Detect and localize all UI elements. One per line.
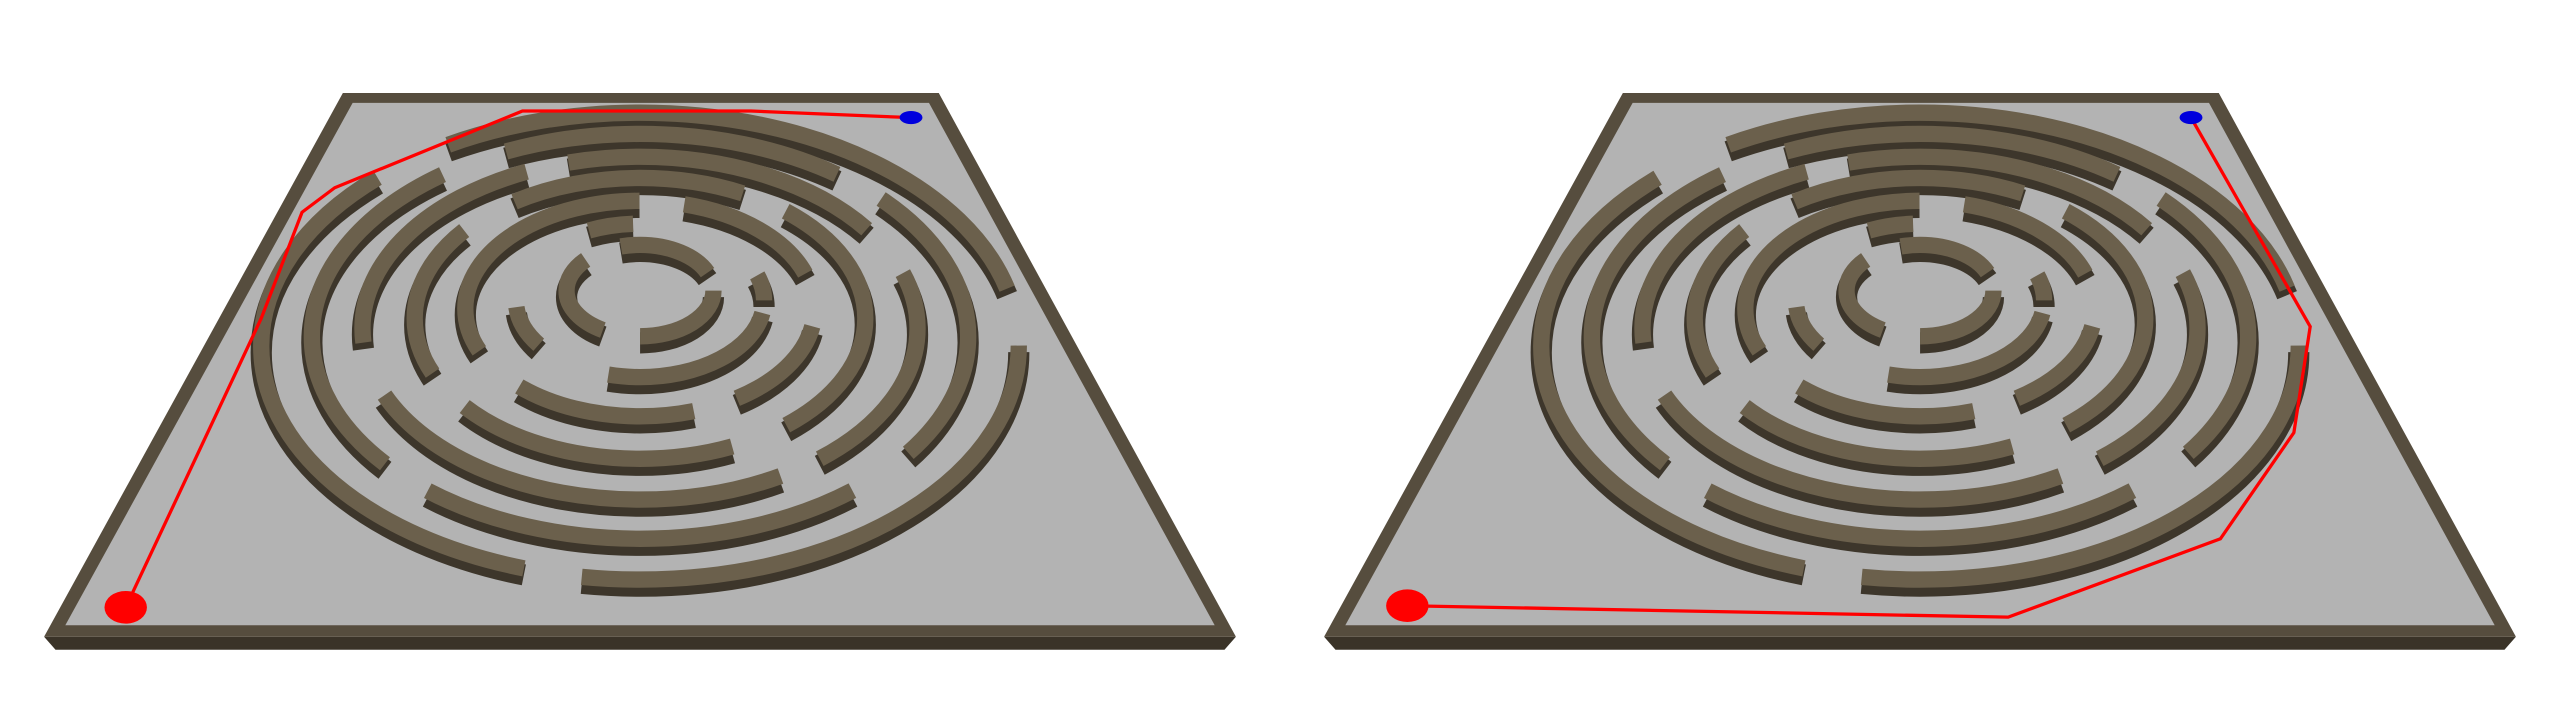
- start-marker: [104, 591, 147, 624]
- start-marker: [1386, 589, 1429, 623]
- goal-marker: [2179, 111, 2203, 125]
- right-panel: [1324, 93, 2516, 650]
- left-panel: [44, 93, 1236, 650]
- solution-path: [124, 109, 910, 609]
- solution-path: [1407, 116, 2312, 619]
- goal-marker: [899, 111, 923, 125]
